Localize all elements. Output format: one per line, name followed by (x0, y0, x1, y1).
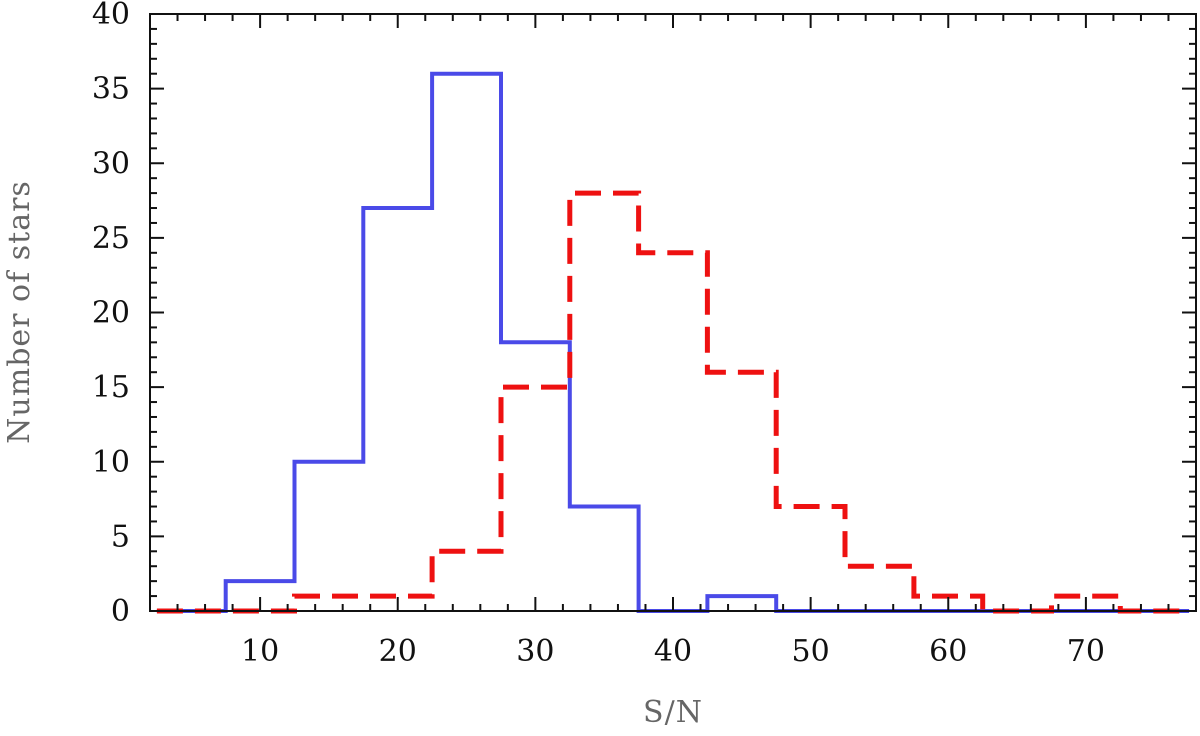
y-tick-label: 35 (92, 72, 130, 107)
dashed-bin-bar (501, 387, 570, 611)
x-tick-label: 10 (241, 634, 279, 669)
y-tick-label: 20 (92, 296, 130, 331)
dashed-bin-bar (295, 596, 364, 611)
y-tick-labels: 0 5 10 15 20 25 30 35 40 (92, 0, 130, 629)
dashed-bin-bar (432, 551, 501, 611)
dashed-bin-bar (845, 566, 914, 611)
x-tick-label: 20 (379, 634, 417, 669)
y-tick-label: 0 (111, 594, 130, 629)
y-tick-label: 25 (92, 221, 130, 256)
dashed-bin-bar (570, 193, 639, 611)
x-tick-label: 30 (516, 634, 554, 669)
solid-bin-bar (363, 208, 432, 611)
series-layer (156, 71, 1190, 614)
y-tick-label: 10 (92, 445, 130, 480)
y-tick-label: 5 (111, 519, 130, 554)
solid-bin-bar (295, 462, 364, 611)
plot-frame (149, 13, 1197, 612)
solid-bin-bar (432, 74, 501, 611)
dashed-bin-bar (707, 372, 776, 611)
dashed-bin-bar (776, 507, 845, 611)
dashed-bin-bar (639, 253, 708, 611)
y-tick-label: 15 (92, 370, 130, 405)
y-tick-label: 30 (92, 146, 130, 181)
y-axis-title: Number of stars (2, 180, 37, 444)
x-tick-label: 50 (792, 634, 830, 669)
x-tick-label: 60 (929, 634, 967, 669)
x-tick-label: 70 (1067, 634, 1105, 669)
x-tick-label: 40 (654, 634, 692, 669)
ticks-layer (149, 13, 1197, 612)
x-tick-labels: 10 20 30 40 50 60 70 (241, 634, 1105, 669)
x-axis-title: S/N (643, 695, 703, 730)
y-tick-label: 40 (92, 0, 130, 32)
